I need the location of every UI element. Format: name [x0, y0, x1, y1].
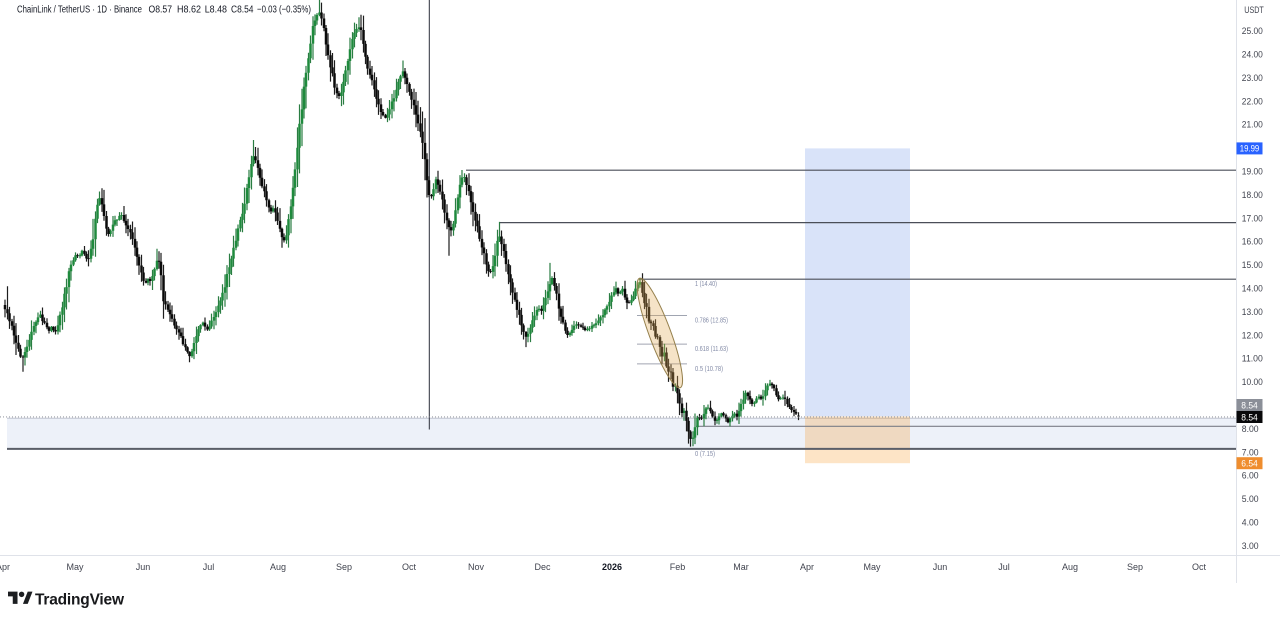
svg-text:Feb: Feb — [670, 562, 686, 572]
svg-text:0.618 (11.63): 0.618 (11.63) — [695, 346, 728, 353]
svg-text:11.00: 11.00 — [1242, 353, 1263, 364]
svg-text:Mar: Mar — [733, 562, 749, 572]
svg-text:May: May — [863, 562, 881, 572]
svg-text:H8.62: H8.62 — [177, 4, 201, 15]
svg-text:TradingView: TradingView — [35, 592, 125, 609]
svg-text:2026: 2026 — [602, 562, 622, 572]
svg-text:Jun: Jun — [933, 562, 948, 572]
svg-text:0.5 (10.78): 0.5 (10.78) — [695, 366, 723, 373]
svg-text:0.786 (12.85): 0.786 (12.85) — [695, 318, 728, 325]
svg-text:17.00: 17.00 — [1242, 212, 1263, 223]
svg-text:1 (14.40): 1 (14.40) — [695, 281, 717, 288]
svg-text:5.00: 5.00 — [1242, 493, 1259, 504]
svg-text:23.00: 23.00 — [1242, 72, 1263, 83]
svg-text:8.54: 8.54 — [1241, 412, 1258, 422]
svg-text:3.00: 3.00 — [1242, 540, 1259, 551]
svg-text:24.00: 24.00 — [1242, 49, 1263, 60]
svg-text:L8.48: L8.48 — [205, 4, 228, 15]
svg-text:19.99: 19.99 — [1240, 144, 1260, 154]
svg-text:May: May — [66, 562, 84, 572]
svg-text:Oct: Oct — [402, 562, 417, 572]
svg-text:16.00: 16.00 — [1242, 236, 1263, 247]
svg-text:USDT: USDT — [1244, 4, 1264, 15]
svg-text:Sep: Sep — [336, 562, 352, 572]
svg-text:C8.54: C8.54 — [231, 4, 254, 15]
svg-text:13.00: 13.00 — [1242, 306, 1263, 317]
svg-text:Nov: Nov — [468, 562, 485, 572]
svg-text:Dec: Dec — [534, 562, 551, 572]
svg-text:8.54: 8.54 — [1241, 400, 1258, 410]
svg-text:6.54: 6.54 — [1241, 459, 1258, 469]
svg-text:22.00: 22.00 — [1242, 95, 1263, 106]
svg-text:O8.57: O8.57 — [149, 4, 173, 15]
svg-text:Aug: Aug — [1062, 562, 1078, 572]
svg-text:21.00: 21.00 — [1242, 119, 1263, 130]
svg-text:15.00: 15.00 — [1242, 259, 1263, 270]
svg-text:6.00: 6.00 — [1242, 470, 1259, 481]
svg-text:ChainLink / TetherUS · 1D · Bi: ChainLink / TetherUS · 1D · Binance — [17, 4, 142, 15]
svg-text:8.00: 8.00 — [1242, 423, 1259, 434]
svg-text:0 (7.15): 0 (7.15) — [695, 451, 715, 458]
svg-text:10.00: 10.00 — [1242, 376, 1263, 387]
svg-text:7.00: 7.00 — [1242, 446, 1259, 457]
svg-text:−0.03 (−0.35%): −0.03 (−0.35%) — [257, 4, 311, 15]
svg-text:12.00: 12.00 — [1242, 329, 1263, 340]
svg-text:Jul: Jul — [998, 562, 1010, 572]
svg-text:14.00: 14.00 — [1242, 283, 1263, 294]
svg-text:Oct: Oct — [1192, 562, 1207, 572]
svg-text:Jul: Jul — [203, 562, 215, 572]
svg-text:18.00: 18.00 — [1242, 189, 1263, 200]
svg-text:25.00: 25.00 — [1242, 25, 1263, 36]
svg-text:19.00: 19.00 — [1242, 166, 1263, 177]
svg-text:Aug: Aug — [270, 562, 286, 572]
svg-text:Sep: Sep — [1127, 562, 1143, 572]
svg-text:4.00: 4.00 — [1242, 517, 1259, 528]
svg-text:Apr: Apr — [0, 562, 10, 572]
svg-text:Apr: Apr — [800, 562, 814, 572]
svg-text:Jun: Jun — [136, 562, 151, 572]
